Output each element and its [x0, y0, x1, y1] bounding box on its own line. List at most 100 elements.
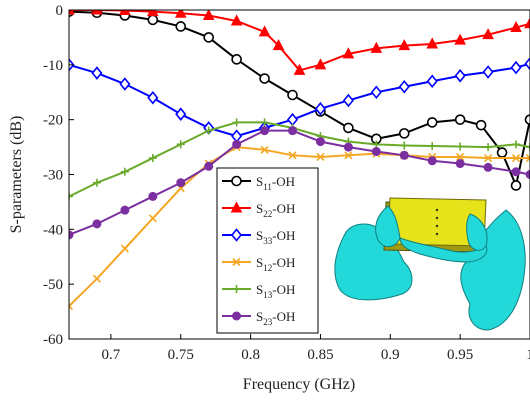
data-point-s13: [69, 192, 73, 201]
legend-entry-s22: S22-OH: [222, 201, 295, 219]
data-point-s33: [510, 60, 522, 75]
y-tick-label: 0: [56, 3, 64, 19]
data-point-s12: [69, 302, 74, 311]
data-point-s22: [398, 39, 411, 51]
data-point-s13: [176, 140, 185, 149]
data-point-s11: [510, 180, 522, 191]
legend-label: S23-OH: [256, 309, 295, 327]
data-point-s33: [524, 56, 530, 71]
data-point-s23: [315, 137, 325, 147]
data-point-s13: [92, 178, 101, 187]
data-point-s33: [454, 69, 466, 83]
data-point-s13: [260, 118, 269, 127]
data-point-s33: [342, 93, 354, 108]
data-point-s23: [483, 162, 493, 172]
data-point-s11: [454, 114, 466, 125]
data-point-s11: [475, 119, 487, 131]
data-point-s23: [69, 230, 74, 240]
data-point-s11: [175, 21, 187, 32]
data-point-s13: [120, 167, 129, 176]
data-point-s11: [259, 73, 270, 84]
legend-box: [216, 167, 319, 334]
data-point-s23: [288, 126, 298, 136]
data-point-s12: [148, 214, 157, 223]
data-point-s12: [525, 153, 530, 163]
data-point-s22: [258, 25, 271, 37]
data-point-s33: [91, 66, 103, 80]
data-point-s23: [399, 150, 409, 160]
data-point-s13: [456, 142, 465, 151]
data-point-s13: [204, 126, 213, 135]
series-s33: [69, 56, 530, 143]
legend-entry-s13: S13-OH: [222, 282, 295, 300]
data-point-s13: [148, 154, 157, 163]
legend-label: S12-OH: [256, 255, 295, 273]
legend-entry-s12: S12-OH: [222, 255, 295, 273]
data-point-s22: [293, 63, 306, 75]
data-point-s11: [231, 54, 242, 65]
series-s23: [69, 126, 530, 240]
data-point-s12: [344, 151, 353, 160]
data-point-s11: [287, 89, 298, 101]
data-point-s12: [484, 153, 493, 163]
data-point-s22: [342, 47, 355, 59]
x-axis-label: Frequency (GHz): [243, 376, 355, 393]
y-tick-label: -40: [43, 222, 63, 238]
data-point-s12: [511, 153, 521, 163]
data-point-s22: [119, 10, 131, 16]
data-point-s23: [148, 191, 158, 201]
data-point-s22: [69, 10, 75, 15]
data-point-s11: [496, 147, 508, 158]
data-point-s12: [316, 152, 325, 162]
data-point-s23: [343, 142, 353, 152]
data-point-s22: [370, 41, 383, 53]
data-point-s22: [426, 37, 439, 49]
data-point-s11: [398, 128, 410, 139]
legend-label: S13-OH: [256, 282, 295, 300]
legend-marker: [230, 201, 243, 213]
legend-entry-s11: S11-OH: [222, 174, 295, 192]
data-point-s22: [314, 58, 327, 70]
data-point-s23: [92, 219, 102, 229]
legend-marker: [232, 311, 241, 321]
data-point-s13: [428, 141, 437, 150]
legend-label: S22-OH: [256, 201, 295, 219]
data-point-s22: [91, 10, 103, 15]
data-point-s22: [202, 10, 215, 20]
y-tick-label: -30: [43, 168, 63, 184]
data-point-s23: [260, 126, 270, 136]
data-point-s22: [174, 10, 187, 18]
data-point-s22: [454, 33, 466, 45]
legend-marker: [230, 228, 243, 242]
x-tick-label: 0.7: [102, 347, 121, 363]
data-point-s11: [524, 114, 530, 125]
data-point-s33: [398, 80, 410, 94]
x-tick-label: 0.8: [241, 347, 260, 363]
data-point-s11: [147, 14, 159, 26]
data-point-s11: [203, 32, 214, 43]
series-layer: [69, 10, 530, 311]
series-line-s23: [69, 129, 530, 236]
data-point-s12: [92, 274, 102, 283]
phone-in-hands-inset: [334, 197, 526, 331]
series-line-s12: [69, 146, 530, 307]
legend: S11-OH S22-OH S33-OH S12-OH S13-OH S23-OH: [216, 167, 319, 334]
data-point-s13: [484, 143, 493, 152]
series-line-s13: [69, 121, 530, 198]
data-point-s33: [286, 112, 299, 127]
legend-entry-s23: S23-OH: [222, 309, 295, 327]
data-point-s23: [176, 178, 186, 188]
data-point-s23: [455, 159, 465, 169]
data-point-s33: [147, 90, 159, 105]
y-tick-label: -20: [43, 113, 63, 129]
y-tick-label: -50: [43, 277, 63, 293]
data-point-s13: [400, 141, 409, 150]
data-point-s23: [525, 170, 530, 179]
data-point-s33: [370, 85, 382, 100]
data-point-s33: [482, 65, 494, 79]
x-tick-label: 0.75: [168, 347, 194, 363]
legend-marker: [232, 257, 241, 267]
data-point-s13: [526, 143, 530, 152]
data-point-s23: [120, 205, 130, 215]
